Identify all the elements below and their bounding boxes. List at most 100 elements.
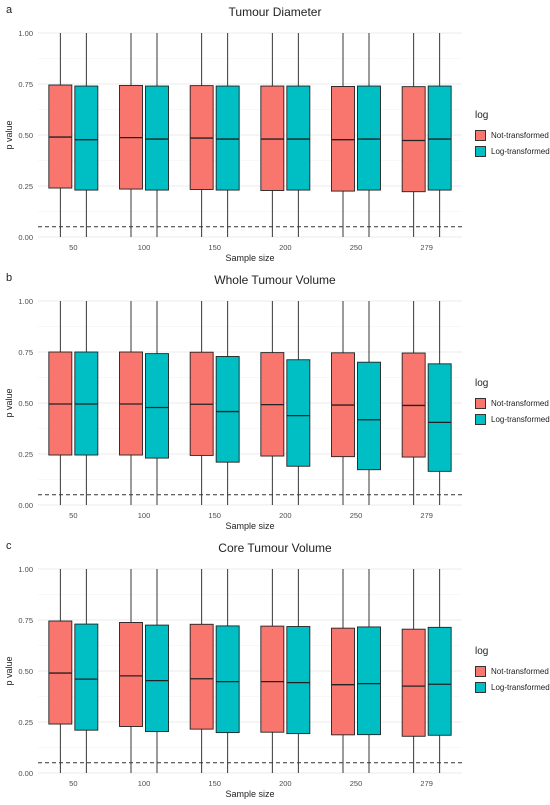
x-tick-label: 200: [279, 243, 292, 252]
legend-key-log-transformed: [475, 681, 486, 693]
x-tick-label: 250: [350, 779, 363, 788]
legend: log Not-transformed Log-transformed: [475, 110, 550, 159]
box-body: [74, 85, 99, 191]
box-body: [74, 623, 99, 731]
box-log-transformed: [145, 33, 169, 237]
x-tick-label: 150: [208, 511, 221, 520]
legend-label: Log-transformed: [491, 146, 550, 156]
legend-label: Log-transformed: [491, 682, 550, 692]
legend-item-not-transformed: Not-transformed: [475, 127, 550, 143]
x-tick-label: 200: [279, 511, 292, 520]
x-tick-label: 279: [420, 243, 433, 252]
x-tick-label: 150: [208, 779, 221, 788]
y-tick-label: 0.50: [18, 131, 33, 140]
box-body: [427, 363, 452, 472]
x-tick-label: 200: [279, 779, 292, 788]
x-axis-label: Sample size: [225, 253, 274, 263]
y-tick-label: 0.25: [18, 182, 33, 191]
box-log-transformed: [145, 301, 169, 505]
legend-label: Not-transformed: [491, 130, 549, 140]
legend-key-not-transformed: [475, 397, 486, 409]
legend-key-log-transformed: [475, 145, 486, 157]
legend-title: log: [475, 646, 489, 657]
boxplot-chart: 0.00 0.25 0.50 0.75 1.00 p value 50 100 150 200 25…: [4, 297, 462, 531]
panel-core-tumour-volume: c Core Tumour Volume 0.00 0.25 0.50 0.75 1.0…: [0, 536, 550, 805]
x-tick-label: 100: [138, 243, 151, 252]
x-tick-label: 250: [350, 511, 363, 520]
box-body: [145, 85, 169, 191]
box-body: [331, 627, 355, 736]
x-axis-label: Sample size: [225, 789, 274, 799]
legend-label: Log-transformed: [491, 414, 550, 424]
x-tick-label: 100: [138, 511, 151, 520]
y-tick-label: 0.25: [18, 450, 33, 459]
box-not-transformed: [401, 301, 426, 505]
panel-letter: b: [6, 272, 13, 284]
box-not-transformed: [48, 33, 73, 237]
legend: log Not-transformed Log-transformed: [475, 646, 550, 695]
grid: [38, 300, 462, 506]
box-body: [286, 85, 311, 191]
box-body: [427, 85, 452, 191]
y-axis-label: p value: [4, 120, 14, 149]
y-tick-label: 0.00: [18, 233, 33, 242]
y-tick-label: 0.50: [18, 667, 33, 676]
boxplot-chart: 0.00 0.25 0.50 0.75 1.00 p value 50 100 150 200 25…: [4, 565, 462, 799]
legend-item-log-transformed: Log-transformed: [475, 411, 550, 427]
y-tick-label: 1.00: [18, 565, 33, 574]
legend-label: Not-transformed: [491, 398, 549, 408]
legend-item-not-transformed: Not-transformed: [475, 395, 550, 411]
box-body: [286, 359, 311, 467]
box-log-transformed: [357, 301, 381, 505]
chart-title: Tumour Diameter: [228, 5, 322, 19]
y-axis-label: p value: [4, 656, 14, 685]
grid: [38, 568, 462, 774]
box-not-transformed: [189, 301, 214, 505]
box-body: [260, 625, 285, 733]
y-tick-label: 0.75: [18, 80, 33, 89]
legend-label: Not-transformed: [491, 666, 549, 676]
box-not-transformed: [401, 569, 426, 773]
box-not-transformed: [189, 33, 214, 237]
box-not-transformed: [401, 33, 426, 237]
legend-item-not-transformed: Not-transformed: [475, 663, 550, 679]
box-body: [145, 353, 169, 459]
box-not-transformed: [48, 569, 73, 773]
y-tick-label: 0.75: [18, 348, 33, 357]
box-body: [286, 626, 311, 735]
panel-letter: c: [6, 540, 12, 552]
x-axis-label: Sample size: [225, 521, 274, 531]
legend-title: log: [475, 378, 489, 389]
legend-key-not-transformed: [475, 129, 486, 141]
box-body: [401, 628, 426, 737]
box-body: [189, 623, 214, 730]
box-body: [401, 86, 426, 193]
box-body: [215, 356, 240, 463]
box-not-transformed: [331, 569, 355, 773]
box-body: [260, 85, 285, 191]
panel-letter: a: [6, 4, 13, 16]
x-tick-label: 150: [208, 243, 221, 252]
box-log-transformed: [286, 33, 311, 237]
legend-key-not-transformed: [475, 665, 486, 677]
box-body: [357, 626, 381, 736]
box-not-transformed: [189, 569, 214, 773]
x-tick-label: 279: [420, 779, 433, 788]
x-tick-label: 50: [69, 243, 77, 252]
box-not-transformed: [48, 301, 73, 505]
y-tick-label: 0.75: [18, 616, 33, 625]
box-body: [331, 85, 355, 192]
box-log-transformed: [145, 569, 169, 773]
box-log-transformed: [286, 569, 311, 773]
box-log-transformed: [357, 33, 381, 237]
box-log-transformed: [74, 33, 99, 237]
box-body: [119, 621, 143, 727]
box-log-transformed: [427, 33, 452, 237]
x-tick-label: 250: [350, 243, 363, 252]
y-tick-label: 1.00: [18, 29, 33, 38]
box-log-transformed: [74, 569, 99, 773]
y-tick-label: 0.50: [18, 399, 33, 408]
legend-item-log-transformed: Log-transformed: [475, 143, 550, 159]
y-tick-label: 0.00: [18, 769, 33, 778]
box-body: [215, 625, 240, 734]
